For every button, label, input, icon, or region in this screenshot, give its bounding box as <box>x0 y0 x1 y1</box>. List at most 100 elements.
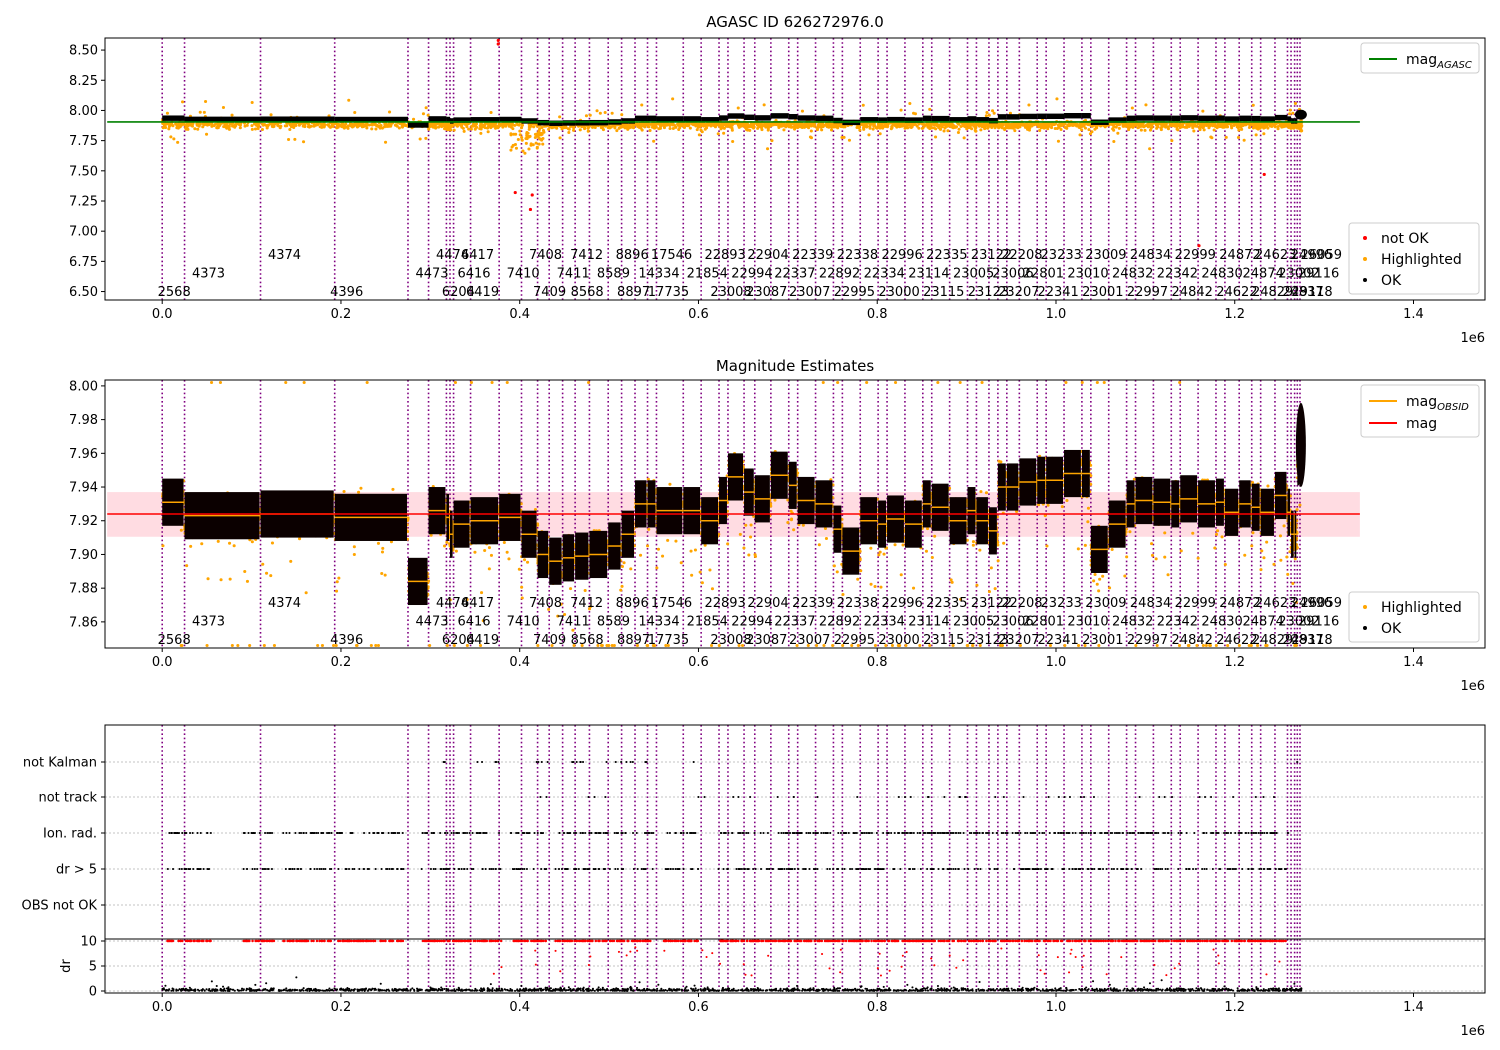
obsid-label: 22994 <box>731 267 772 282</box>
obsid-label: 24830 <box>1201 615 1242 630</box>
obsid-label: 8589 <box>597 267 630 282</box>
x-offset-label: 1e6 <box>1460 679 1485 694</box>
obsid-label: 6204 <box>442 285 475 300</box>
flag-row-label: Ion. rad. <box>43 827 97 842</box>
ok-points <box>922 115 932 122</box>
ok-points <box>260 116 335 122</box>
x-offset-label: 1e6 <box>1460 331 1485 346</box>
ok-points <box>184 116 261 123</box>
obsid-label: 23001 <box>1082 633 1123 648</box>
obsid-label: 24842 <box>1172 285 1213 300</box>
ok-points <box>1274 114 1288 121</box>
obsid-label: 24842 <box>1172 633 1213 648</box>
not-ok-point <box>513 190 517 195</box>
obsid-label: 23007 <box>789 285 830 300</box>
legend-label-main: mag <box>1406 52 1437 68</box>
ok-points <box>656 116 684 122</box>
obsid-label: 24623 <box>1255 248 1296 263</box>
obsid-label: 7409 <box>533 633 566 648</box>
obsid-label: 4473 <box>415 267 448 282</box>
x-tick-label: 1.0 <box>1046 655 1067 670</box>
ok-points <box>754 115 771 121</box>
x-tick-label: 0.2 <box>331 1000 352 1015</box>
obsid-label: 22337 <box>774 615 815 630</box>
obsid-label: 23009 <box>1085 248 1126 263</box>
ok-points <box>1294 109 1307 120</box>
obsid-label: 24622 <box>1216 633 1257 648</box>
obsid-label: 23115 <box>923 285 964 300</box>
obsid-label: 23006 <box>992 267 1033 282</box>
ok-points <box>1215 115 1225 121</box>
ok-points <box>997 114 1007 120</box>
obsid-label: 24829 <box>1252 285 1293 300</box>
obsid-label: 23114 <box>908 267 949 282</box>
legend-label: magAGASC <box>1406 52 1472 71</box>
obsid-label: 8589 <box>597 615 630 630</box>
obsid-label: 22339 <box>792 248 833 263</box>
obsid-label: 24872 <box>1219 248 1260 263</box>
obsid-label: 24623 <box>1255 596 1296 611</box>
x-tick-label: 0.0 <box>152 655 173 670</box>
obsid-label: 8568 <box>571 285 604 300</box>
obsid-label: 4396 <box>330 633 363 648</box>
ok-points <box>162 115 185 121</box>
obsid-label: 7411 <box>557 615 590 630</box>
obsid-label: 23000 <box>878 285 919 300</box>
obsid-label: 22342 <box>1157 267 1198 282</box>
obsid-label: 26059 <box>1301 248 1342 263</box>
obsid-label: 22341 <box>1037 633 1078 648</box>
obsid-label: 22208 <box>1001 248 1042 263</box>
obsid-label: 24832 <box>1112 267 1153 282</box>
not-ok-point <box>496 42 500 46</box>
obsid-label: 24996 <box>1291 248 1332 263</box>
obsid-label: 22801 <box>1023 267 1064 282</box>
obsid-label: 23207 <box>998 285 1039 300</box>
obsid-label: 22334 <box>864 615 905 630</box>
obsid-label: 4373 <box>192 267 225 282</box>
point-legend: Highlighted OK <box>1348 591 1480 643</box>
obsid-label: 8896 <box>616 248 649 263</box>
flag-row-label: dr > 5 <box>56 863 97 878</box>
obsid-label: 14334 <box>638 615 679 630</box>
obsid-label: 23009 <box>1085 596 1126 611</box>
ok-points <box>744 114 755 121</box>
obsid-label: 22996 <box>881 248 922 263</box>
obsid-label: 21854 <box>687 615 728 630</box>
obsid-label: 23008 <box>710 633 751 648</box>
ok-points <box>647 115 657 122</box>
x-tick-label: 0.4 <box>509 1000 530 1015</box>
obsid-label: 4374 <box>268 596 301 611</box>
y-tick-label: 7.92 <box>69 514 98 529</box>
flag-points <box>166 761 1299 870</box>
axes-frame <box>104 379 1486 649</box>
ok-points <box>1037 113 1047 120</box>
ok-points <box>1294 118 1298 124</box>
obsid-label: 24996 <box>1291 596 1332 611</box>
obsid-label: 22335 <box>926 248 967 263</box>
obsid-label: 22996 <box>881 596 922 611</box>
y-tick-label: 8.00 <box>69 104 98 119</box>
ok-points <box>499 116 522 123</box>
legend-label: Highlighted <box>1381 252 1462 268</box>
ok-points <box>1064 113 1082 119</box>
obsid-label: 6416 <box>457 267 490 282</box>
flag-row-label: not Kalman <box>23 756 97 771</box>
obsid-label: 7410 <box>507 615 540 630</box>
ok-points <box>887 116 905 123</box>
obsid-label: 7411 <box>557 267 590 282</box>
panel-flags: 0.0 0.2 0.4 0.6 0.8 1.0 1.2 1.4 1e6 not Kalman not… <box>22 724 1486 1039</box>
obsid-label: 23233 <box>1041 248 1082 263</box>
legend-label: Highlighted <box>1381 600 1462 616</box>
obsid-label: 4474 <box>436 596 469 611</box>
ok-points <box>1260 116 1275 122</box>
obsid-label: 22995 <box>834 633 875 648</box>
ok-points <box>1239 115 1252 122</box>
obsid-label: 24830 <box>1201 267 1242 282</box>
x-tick-label: 1.2 <box>1224 1000 1245 1015</box>
line-legend: magAGASC <box>1360 42 1480 74</box>
obsid-label: 22904 <box>747 248 788 263</box>
obsid-label: 23122 <box>971 248 1012 263</box>
ok-points <box>1153 115 1172 121</box>
